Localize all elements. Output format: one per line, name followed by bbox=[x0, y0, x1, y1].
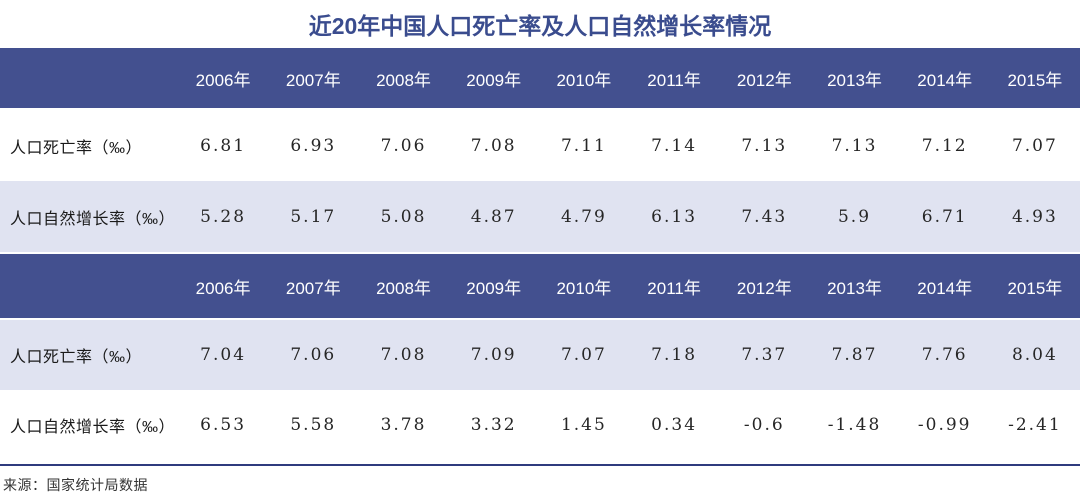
year-header: 2007年 bbox=[285, 70, 341, 90]
value-cell: 6.71 bbox=[921, 206, 968, 227]
value-cell: 5.08 bbox=[380, 206, 427, 227]
value-cell: 7.14 bbox=[651, 135, 698, 156]
value-cell: 7.87 bbox=[831, 345, 878, 365]
value-cell: 7.11 bbox=[560, 135, 607, 156]
value-cell: 4.93 bbox=[1011, 206, 1058, 227]
value-cell: 7.13 bbox=[741, 135, 788, 156]
year-header: 2014年 bbox=[917, 278, 973, 298]
value-cell: 7.08 bbox=[470, 135, 517, 156]
year-header: 2015年 bbox=[1007, 278, 1063, 298]
year-header: 2013年 bbox=[827, 70, 882, 90]
table-row-death-rate: 人口死亡率（‰） 7.04 7.06 7.08 7.09 7.07 7.18 7… bbox=[0, 320, 1080, 390]
value-cell: 8.04 bbox=[1011, 345, 1058, 365]
year-header: 2006年 bbox=[195, 70, 251, 90]
value-cell: 3.78 bbox=[380, 415, 427, 435]
value-cell: -2.41 bbox=[1008, 415, 1062, 435]
value-cell: 7.43 bbox=[741, 206, 788, 227]
table-row-death-rate: 人口死亡率（‰） 6.81 6.93 7.06 7.08 7.11 7.14 7… bbox=[0, 110, 1080, 181]
value-cell: 0.34 bbox=[651, 415, 698, 435]
year-header: 2012年 bbox=[736, 70, 792, 90]
value-cell: 7.18 bbox=[651, 345, 698, 365]
year-header: 2013年 bbox=[827, 278, 882, 298]
row-label: 人口死亡率（‰） bbox=[10, 349, 143, 366]
value-cell: -1.48 bbox=[827, 415, 882, 435]
value-cell: -0.99 bbox=[917, 415, 972, 435]
year-header: 2012年 bbox=[736, 278, 792, 298]
year-header: 2015年 bbox=[1007, 70, 1063, 90]
value-cell: 7.08 bbox=[380, 345, 427, 365]
value-cell: 7.37 bbox=[741, 345, 788, 365]
year-header: 2008年 bbox=[376, 278, 431, 298]
value-cell: 7.07 bbox=[560, 345, 607, 365]
value-cell: 1.45 bbox=[560, 415, 607, 435]
value-cell: 4.87 bbox=[470, 206, 517, 227]
year-header: 2009年 bbox=[466, 70, 522, 90]
row-label: 人口自然增长率（‰） bbox=[10, 419, 176, 436]
table-second-decade: 2006年 2007年 2008年 2009年 2010年 2011年 2012… bbox=[0, 252, 1080, 460]
year-header: 2008年 bbox=[376, 70, 431, 90]
year-header: 2007年 bbox=[285, 278, 341, 298]
row-label: 人口死亡率（‰） bbox=[10, 139, 143, 157]
value-cell: 7.07 bbox=[1011, 135, 1058, 156]
table-header-row: 2006年 2007年 2008年 2009年 2010年 2011年 2012… bbox=[0, 48, 1080, 110]
value-cell: 7.13 bbox=[831, 135, 878, 156]
value-cell: 7.06 bbox=[290, 345, 337, 365]
table-row-natural-growth-rate: 人口自然增长率（‰） 5.28 5.17 5.08 4.87 4.79 6.13… bbox=[0, 181, 1080, 252]
table-row-natural-growth-rate: 人口自然增长率（‰） 6.53 5.58 3.78 3.32 1.45 0.34… bbox=[0, 390, 1080, 460]
row-label: 人口自然增长率（‰） bbox=[10, 210, 176, 228]
value-cell: 4.79 bbox=[560, 206, 607, 227]
value-cell: 7.06 bbox=[380, 135, 427, 156]
value-cell: 5.58 bbox=[290, 415, 337, 435]
value-cell: 7.76 bbox=[921, 345, 968, 365]
year-header: 2010年 bbox=[556, 70, 612, 90]
value-cell: 5.17 bbox=[290, 206, 337, 227]
page-title: 近20年中国人口死亡率及人口自然增长率情况 bbox=[308, 13, 772, 39]
year-header: 2010年 bbox=[556, 278, 612, 298]
value-cell: -0.6 bbox=[743, 415, 785, 435]
table-header-row: 2006年 2007年 2008年 2009年 2010年 2011年 2012… bbox=[0, 252, 1080, 320]
value-cell: 7.09 bbox=[470, 345, 517, 365]
year-header: 2006年 bbox=[195, 278, 251, 298]
table-first-decade: 2006年 2007年 2008年 2009年 2010年 2011年 2012… bbox=[0, 48, 1080, 252]
value-cell: 6.13 bbox=[651, 206, 698, 227]
year-header: 2011年 bbox=[647, 70, 701, 90]
value-cell: 3.32 bbox=[470, 415, 517, 435]
value-cell: 5.28 bbox=[200, 206, 247, 227]
year-header: 2011年 bbox=[647, 278, 701, 298]
footer-divider bbox=[0, 464, 1080, 466]
value-cell: 6.53 bbox=[200, 415, 247, 435]
year-header: 2014年 bbox=[917, 70, 973, 90]
year-header: 2009年 bbox=[466, 278, 522, 298]
value-cell: 6.93 bbox=[290, 135, 337, 156]
value-cell: 7.12 bbox=[921, 135, 968, 156]
value-cell: 6.81 bbox=[200, 135, 247, 156]
source-note: 来源：国家统计局数据 bbox=[3, 477, 148, 493]
value-cell: 7.04 bbox=[200, 345, 247, 365]
value-cell: 5.9 bbox=[837, 206, 872, 227]
